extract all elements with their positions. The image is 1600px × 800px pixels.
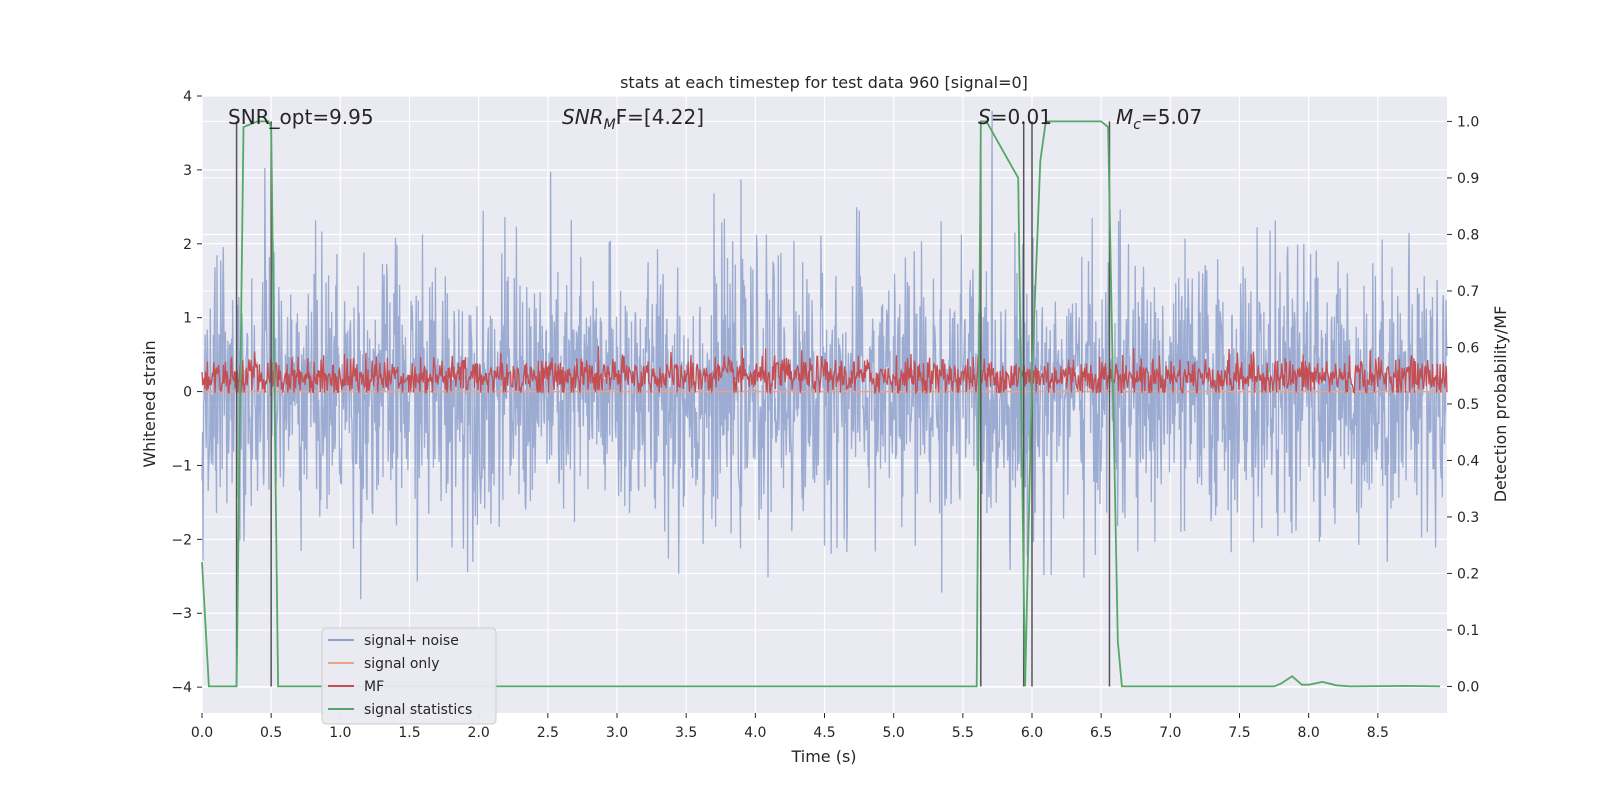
x-tick-label: 0.0 bbox=[191, 725, 213, 741]
y-right-tick-label: 0.5 bbox=[1457, 397, 1479, 413]
x-tick-label: 6.0 bbox=[1021, 725, 1043, 741]
annotation-mc-main: M bbox=[1116, 105, 1133, 129]
x-tick-label: 8.0 bbox=[1298, 725, 1320, 741]
y-left-tick-label: −3 bbox=[171, 606, 192, 622]
y-axis-label-right: Detection probability/MF bbox=[1491, 306, 1510, 503]
y-right-tick-label: 0.7 bbox=[1457, 284, 1479, 300]
y-ticks-left: −4 −3 −2 −1 0 1 2 3 4 bbox=[171, 89, 202, 696]
y-right-tick-label: 0.8 bbox=[1457, 227, 1479, 243]
y-right-tick-label: 0.0 bbox=[1457, 679, 1479, 695]
y-right-tick-label: 1.0 bbox=[1457, 114, 1479, 130]
y-right-tick-label: 0.1 bbox=[1457, 623, 1479, 639]
x-tick-label: 5.0 bbox=[883, 725, 905, 741]
legend-label-signal-noise: signal+ noise bbox=[364, 633, 459, 649]
annotation-s-main: S bbox=[978, 105, 991, 129]
series-mf bbox=[201, 345, 1448, 396]
annotation-snr-mf-sub: M bbox=[604, 117, 616, 133]
annotation-snr-mf-tail: F=[4.22] bbox=[616, 105, 704, 129]
annotation-s: S=0.01 bbox=[978, 105, 1052, 129]
annotation-mc-sub: c bbox=[1133, 117, 1141, 133]
x-tick-label: 4.5 bbox=[813, 725, 835, 741]
y-right-tick-label: 0.3 bbox=[1457, 510, 1479, 526]
legend: signal+ noise signal only MF signal stat… bbox=[321, 627, 497, 725]
legend-label-signal-statistics: signal statistics bbox=[364, 702, 472, 718]
x-ticks: 0.0 0.5 1.0 1.5 2.0 2.5 3.0 3.5 4.0 4.5 5.0 5.5 6.0 6… bbox=[191, 713, 1389, 741]
legend-label-signal-only: signal only bbox=[364, 656, 439, 672]
x-tick-label: 7.0 bbox=[1159, 725, 1181, 741]
series-signal-statistics bbox=[201, 120, 1441, 688]
annotation-snr-mf: SNRMF=[4.22] bbox=[562, 105, 704, 133]
x-tick-label: 2.0 bbox=[468, 725, 490, 741]
x-tick-label: 3.5 bbox=[675, 725, 697, 741]
x-tick-label: 5.5 bbox=[952, 725, 974, 741]
annotation-snr-opt: SNR_opt=9.95 bbox=[228, 105, 374, 129]
y-right-tick-label: 0.6 bbox=[1457, 340, 1479, 356]
x-tick-label: 3.0 bbox=[606, 725, 628, 741]
x-tick-label: 1.0 bbox=[329, 725, 351, 741]
y-left-tick-label: 2 bbox=[183, 237, 192, 253]
series-signal-noise bbox=[201, 110, 1448, 600]
x-tick-label: 8.5 bbox=[1367, 725, 1389, 741]
x-tick-label: 1.5 bbox=[398, 725, 420, 741]
annotation-s-tail: =0.01 bbox=[991, 105, 1052, 129]
x-tick-label: 4.0 bbox=[744, 725, 766, 741]
y-ticks-right: 0.0 0.1 0.2 0.3 0.4 0.5 0.6 0.7 0.8 0.9 1.0 bbox=[1447, 114, 1479, 695]
y-left-tick-label: 1 bbox=[183, 311, 192, 327]
chart-title: stats at each timestep for test data 960… bbox=[620, 73, 1028, 92]
annotation-mc-tail: =5.07 bbox=[1141, 105, 1202, 129]
y-axis-label-left: Whitened strain bbox=[140, 340, 159, 467]
legend-box bbox=[321, 627, 497, 725]
y-right-tick-label: 0.9 bbox=[1457, 171, 1479, 187]
y-left-tick-label: 4 bbox=[183, 89, 192, 105]
y-right-tick-label: 0.4 bbox=[1457, 453, 1479, 469]
y-left-tick-label: −4 bbox=[171, 680, 192, 696]
y-left-tick-label: −2 bbox=[171, 532, 192, 548]
x-tick-label: 0.5 bbox=[260, 725, 282, 741]
annotation-snr-mf-main: SNR bbox=[562, 105, 604, 129]
x-tick-label: 7.5 bbox=[1228, 725, 1250, 741]
legend-label-mf: MF bbox=[364, 679, 384, 695]
y-right-tick-label: 0.2 bbox=[1457, 566, 1479, 582]
x-tick-label: 2.5 bbox=[537, 725, 559, 741]
y-left-tick-label: −1 bbox=[171, 458, 192, 474]
y-left-tick-label: 0 bbox=[183, 385, 192, 401]
x-axis-label: Time (s) bbox=[790, 747, 856, 766]
x-tick-label: 6.5 bbox=[1090, 725, 1112, 741]
y-left-tick-label: 3 bbox=[183, 163, 192, 179]
plot-area bbox=[201, 110, 1448, 688]
annotation-mc: Mc=5.07 bbox=[1116, 105, 1202, 133]
